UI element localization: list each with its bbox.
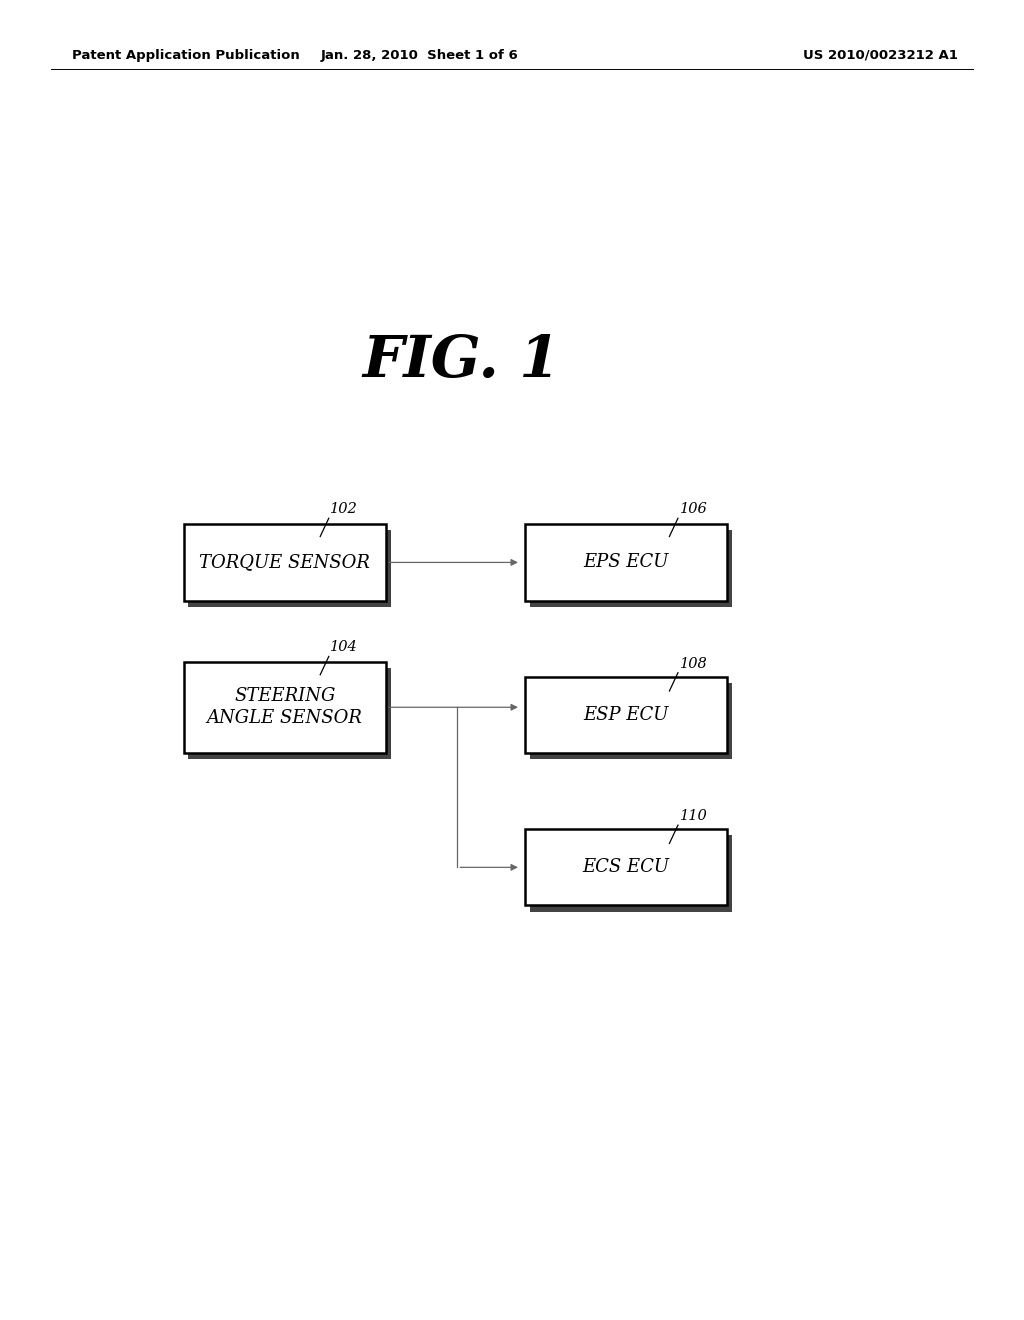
Bar [524,829,727,906]
Bar [183,661,386,752]
Text: US 2010/0023212 A1: US 2010/0023212 A1 [803,49,958,62]
Bar [188,531,391,607]
Bar [529,682,732,759]
Text: 102: 102 [331,502,358,516]
Text: STEERING
ANGLE SENSOR: STEERING ANGLE SENSOR [207,688,362,727]
Text: 108: 108 [680,656,708,671]
Text: 106: 106 [680,502,708,516]
Text: Patent Application Publication: Patent Application Publication [72,49,299,62]
Text: ESP ECU: ESP ECU [584,706,669,723]
Bar [188,668,391,759]
Text: 104: 104 [331,640,358,655]
Text: Jan. 28, 2010  Sheet 1 of 6: Jan. 28, 2010 Sheet 1 of 6 [321,49,519,62]
Text: ECS ECU: ECS ECU [583,858,670,876]
Bar [524,677,727,752]
Bar [529,836,732,912]
Text: EPS ECU: EPS ECU [584,553,669,572]
Bar [524,524,727,601]
Text: 110: 110 [680,809,708,824]
Text: FIG. 1: FIG. 1 [362,334,560,389]
Text: TORQUE SENSOR: TORQUE SENSOR [200,553,370,572]
Bar [183,524,386,601]
Bar [529,531,732,607]
